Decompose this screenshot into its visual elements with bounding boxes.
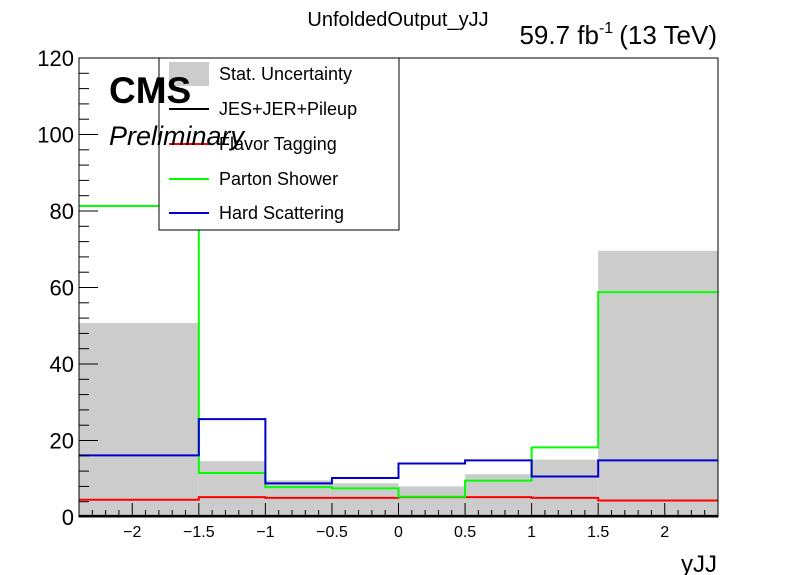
stat-uncertainty-bar — [531, 459, 599, 517]
x-tick-label: 0.5 — [454, 524, 476, 541]
lumi-value: 59.7 fb — [519, 20, 599, 50]
y-tick-label: 0 — [62, 505, 74, 530]
legend: Stat. Uncertainty JES+JER+Pileup Flavor Ta… — [158, 57, 400, 231]
x-tick-label: −2 — [123, 524, 141, 541]
y-tick-label: 120 — [37, 46, 74, 71]
stat-uncertainty-bar — [598, 250, 718, 517]
y-axis-ticks: 0 20 40 60 80 100 120 — [37, 46, 98, 530]
lumi-label: 59.7 fb-1 (13 TeV) — [519, 20, 717, 50]
legend-label: Parton Shower — [219, 169, 338, 189]
x-tick-label: 2 — [660, 524, 669, 541]
y-tick-label: 20 — [50, 429, 74, 454]
x-tick-label: 1.5 — [587, 524, 609, 541]
preliminary-label: Preliminary — [109, 121, 246, 151]
stat-uncertainty-bar — [398, 486, 466, 517]
series-line-parton-shower — [79, 205, 718, 498]
y-tick-label: 80 — [50, 199, 74, 224]
x-tick-label: 0 — [394, 524, 403, 541]
lumi-superscript: -1 — [599, 20, 613, 37]
x-tick-label: 1 — [527, 524, 536, 541]
y-tick-label: 100 — [37, 123, 74, 148]
cms-label: CMS — [109, 70, 191, 111]
energy-label: (13 TeV) — [619, 20, 717, 50]
y-tick-label: 40 — [50, 352, 74, 377]
x-axis-title: yJJ — [681, 551, 717, 575]
x-tick-label: −1 — [256, 524, 274, 541]
x-axis-ticks: −2 −1.5 −1 −0.5 0 0.5 1 1.5 2 — [78, 503, 719, 541]
legend-label: Stat. Uncertainty — [219, 64, 352, 84]
stat-uncertainty-bar — [198, 461, 266, 517]
legend-label: JES+JER+Pileup — [219, 99, 357, 119]
legend-label: Hard Scattering — [219, 203, 344, 223]
legend-label: Flavor Tagging — [219, 134, 337, 154]
series-line-hard-scattering — [79, 418, 718, 485]
legend-swatch — [169, 62, 209, 86]
chart-title: UnfoldedOutput_yJJ — [307, 9, 488, 31]
x-tick-label: −0.5 — [316, 524, 348, 541]
x-tick-label: −1.5 — [183, 524, 215, 541]
stat-uncertainty-bar — [79, 323, 199, 517]
y-tick-label: 60 — [50, 276, 74, 301]
